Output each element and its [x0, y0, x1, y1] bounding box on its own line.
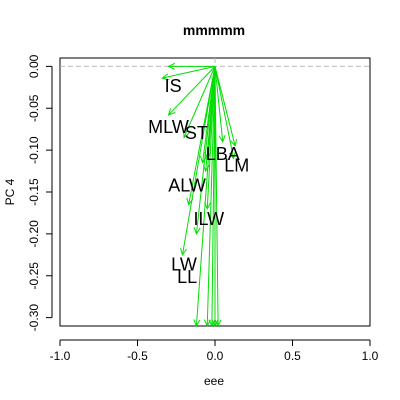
y-tick-label: -0.30 [27, 304, 41, 332]
x-axis-title: eee [204, 374, 224, 388]
y-tick-label: -0.25 [27, 262, 41, 290]
variable-label-st: ST [185, 123, 208, 143]
variable-label-ilw: ILW [193, 209, 224, 229]
variable-label-alw: ALW [168, 176, 206, 196]
variable-label-is: IS [165, 76, 182, 96]
x-tick-label: 0.0 [207, 349, 224, 363]
x-tick-label: 0.5 [284, 349, 301, 363]
y-tick-label: 0.00 [27, 54, 41, 78]
y-axis-title: PC 4 [3, 178, 17, 205]
x-axis: -1.0 -0.5 0.0 0.5 1.0 [50, 340, 379, 363]
y-tick-label: -0.15 [27, 178, 41, 206]
y-tick-label: -0.05 [27, 94, 41, 122]
y-tick-label: -0.20 [27, 220, 41, 248]
x-tick-label: -1.0 [50, 349, 71, 363]
x-tick-label: -0.5 [127, 349, 148, 363]
arrow-8 [215, 66, 235, 146]
x-tick-label: 1.0 [362, 349, 379, 363]
y-tick-label: -0.10 [27, 136, 41, 164]
variable-label-ll: LL [177, 267, 197, 287]
variable-label-mlw: MLW [148, 117, 189, 137]
variable-label-lm: LM [224, 156, 249, 176]
y-axis: 0.00 -0.05 -0.10 -0.15 -0.20 -0.25 -0.30 [27, 54, 52, 331]
chart-title: mmmmm [183, 22, 245, 38]
